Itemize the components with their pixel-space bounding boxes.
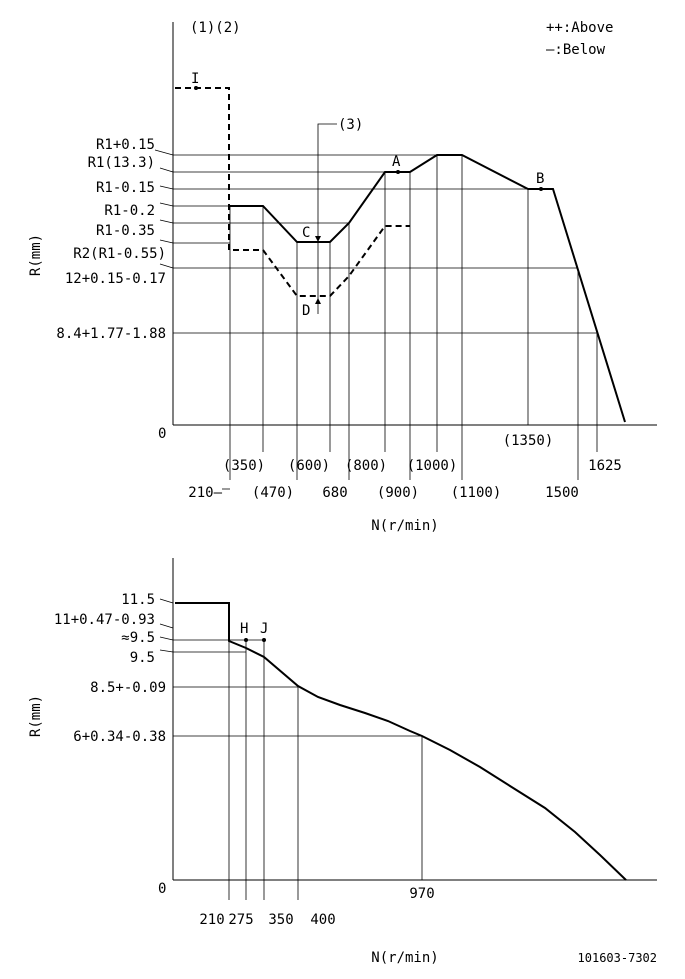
x-label-350: (350) [223,458,265,474]
bottom-origin: 0 [158,881,166,897]
x-label-b-400: 400 [310,912,335,928]
x-label-b-970: 970 [409,886,434,902]
x-label-1625: 1625 [588,458,622,474]
point-b-label: B [536,171,544,187]
y-label-r2: R2(R1-0.55) [73,246,166,262]
x-label-800: (800) [345,458,387,474]
point-a-label: A [392,154,401,170]
point-h-label: H [240,621,248,637]
arrow-c [315,236,321,242]
y-label-r84: 8.4+1.77-1.88 [56,326,166,342]
point-c-label: C [302,225,310,241]
y-label-b-r6: 6+0.34-0.38 [73,729,166,745]
x-label-210: 210— [188,485,222,501]
marker-h [244,638,248,642]
x-label-680: 680 [322,485,347,501]
marker-j [262,638,266,642]
legend-above: ++:Above [546,20,613,36]
note-3: (3) [338,117,363,133]
x-label-1000: (1000) [407,458,458,474]
y-label-b-r11: 11+0.47-0.93 [54,612,155,628]
top-origin: 0 [158,426,166,442]
bottom-y-leaders [159,598,174,653]
bottom-chart [159,558,657,900]
note-1-2: (1)(2) [190,20,241,36]
bottom-y-axis-label: R(mm) [28,695,44,737]
x-label-1500: 1500 [545,485,579,501]
x-label-600: (600) [288,458,330,474]
marker-i [194,86,198,90]
x-label-1100: (1100) [451,485,502,501]
y-label-b-r95a: ≈9.5 [121,630,155,646]
point-d-label: D [302,303,310,319]
top-y-leaders [154,149,174,269]
y-label-b-r85: 8.5+-0.09 [90,680,166,696]
x-label-900: (900) [377,485,419,501]
top-y-axis-label: R(mm) [28,234,44,276]
marker-a [396,170,400,174]
y-label-r12: 12+0.15-0.17 [65,271,166,287]
y-label-r1: R1(13.3) [88,155,155,171]
bottom-x-axis-label: N(r/min) [371,950,438,966]
point-i-label: I [191,71,199,87]
note3-leader [317,123,337,314]
y-label-r1m035: R1-0.35 [96,223,155,239]
top-solid-curve [230,154,626,423]
top-dashed-curve [175,87,410,297]
x-label-b-350: 350 [268,912,293,928]
legend-below: —:Below [546,42,606,58]
point-j-label: J [260,621,268,637]
y-label-r1m02: R1-0.2 [104,203,155,219]
y-label-b-r95: 9.5 [130,650,155,666]
top-x-axis-label: N(r/min) [371,518,438,534]
bottom-curve [175,602,627,881]
x-label-b-210: 210 [199,912,224,928]
x-label-470: (470) [252,485,294,501]
arrow-d [315,298,321,304]
drawing-code: 101603-7302 [578,951,657,965]
x-label-b-275: 275 [228,912,253,928]
marker-b [539,187,543,191]
y-label-r1p015: R1+0.15 [96,137,155,153]
y-label-r1m015: R1-0.15 [96,180,155,196]
x-label-1350: (1350) [503,433,554,449]
top-chart [154,22,657,490]
y-label-b-r115: 11.5 [121,592,155,608]
